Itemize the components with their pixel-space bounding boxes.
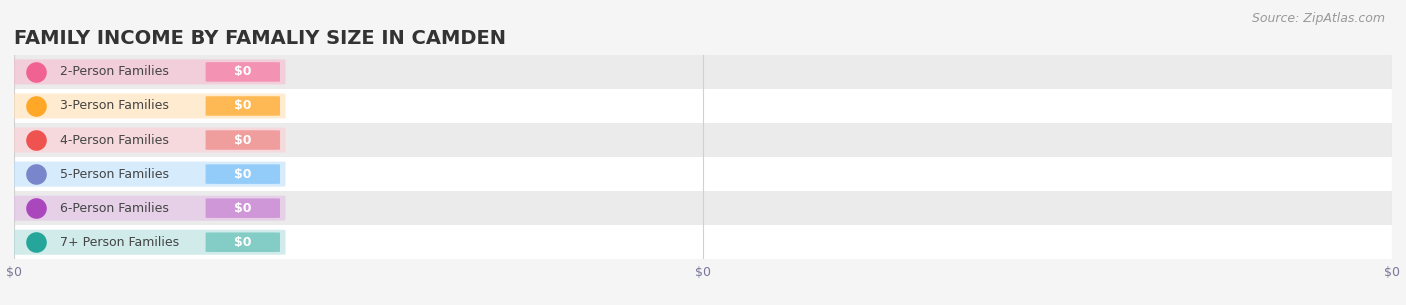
Point (25, 206, 48, 210)
Bar (14, 225, 1392, 259)
Text: FAMILY INCOME BY FAMALIY SIZE IN CAMDEN: FAMILY INCOME BY FAMALIY SIZE IN CAMDEN (14, 29, 506, 48)
Text: $0: $0 (233, 99, 252, 113)
FancyBboxPatch shape (205, 130, 280, 150)
Bar (14, 157, 1392, 191)
Text: 7+ Person Families: 7+ Person Families (59, 236, 179, 249)
Text: 6-Person Families: 6-Person Families (59, 202, 169, 215)
Text: $0: $0 (233, 168, 252, 181)
FancyBboxPatch shape (8, 196, 285, 221)
FancyBboxPatch shape (205, 96, 280, 116)
Point (25, 138, 48, 142)
Text: Source: ZipAtlas.com: Source: ZipAtlas.com (1251, 12, 1385, 25)
Text: $0: $0 (233, 236, 252, 249)
Bar (14, 89, 1392, 123)
Point (25, 70, 48, 74)
Text: 4-Person Families: 4-Person Families (59, 134, 169, 146)
Bar (14, 191, 1392, 225)
Text: 3-Person Families: 3-Person Families (59, 99, 169, 113)
Text: 2-Person Families: 2-Person Families (59, 66, 169, 78)
Bar (14, 123, 1392, 157)
Point (25, 104, 48, 109)
FancyBboxPatch shape (8, 93, 285, 119)
FancyBboxPatch shape (8, 230, 285, 255)
FancyBboxPatch shape (8, 162, 285, 187)
Text: $0: $0 (233, 66, 252, 78)
FancyBboxPatch shape (8, 127, 285, 152)
FancyBboxPatch shape (205, 232, 280, 252)
Point (25, 240, 48, 245)
Text: $0: $0 (233, 202, 252, 215)
Text: $0: $0 (233, 134, 252, 146)
FancyBboxPatch shape (205, 62, 280, 82)
FancyBboxPatch shape (205, 164, 280, 184)
Point (25, 172, 48, 177)
FancyBboxPatch shape (205, 198, 280, 218)
Text: 5-Person Families: 5-Person Families (59, 168, 169, 181)
Bar (14, 55, 1392, 89)
FancyBboxPatch shape (8, 59, 285, 84)
